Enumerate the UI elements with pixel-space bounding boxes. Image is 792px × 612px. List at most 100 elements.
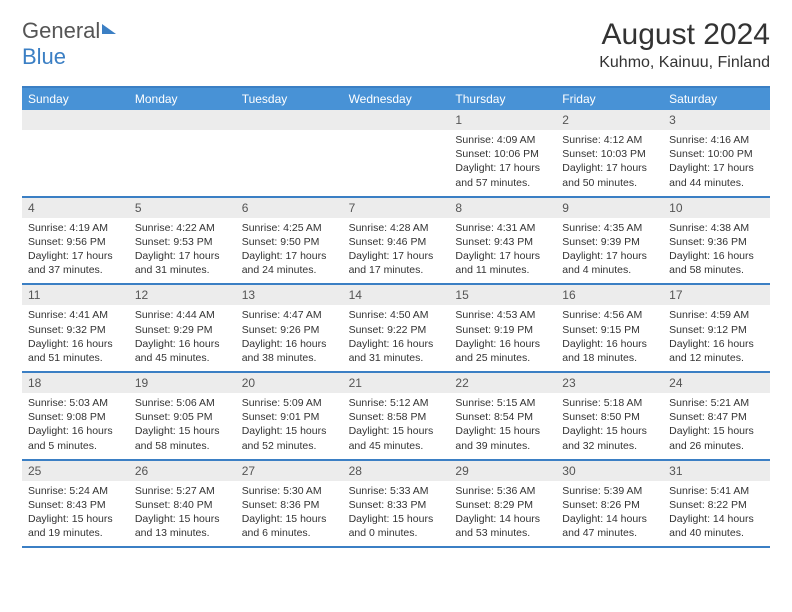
day-details: Sunrise: 5:21 AMSunset: 8:47 PMDaylight:… — [663, 393, 770, 459]
sunrise-line: Sunrise: 4:44 AM — [135, 308, 230, 322]
day-details: Sunrise: 4:59 AMSunset: 9:12 PMDaylight:… — [663, 305, 770, 371]
dow-cell: Sunday — [22, 88, 129, 110]
title-block: August 2024 Kuhmo, Kainuu, Finland — [599, 18, 770, 72]
day-details: Sunrise: 5:24 AMSunset: 8:43 PMDaylight:… — [22, 481, 129, 547]
brand-logo: General Blue — [22, 18, 116, 70]
day-details: Sunrise: 5:41 AMSunset: 8:22 PMDaylight:… — [663, 481, 770, 547]
day-number: 31 — [663, 461, 770, 481]
sunrise-line: Sunrise: 4:59 AM — [669, 308, 764, 322]
sunset-line: Sunset: 10:00 PM — [669, 147, 764, 161]
calendar-week: 18Sunrise: 5:03 AMSunset: 9:08 PMDayligh… — [22, 373, 770, 461]
sunset-line: Sunset: 9:12 PM — [669, 323, 764, 337]
day-number: 23 — [556, 373, 663, 393]
calendar-day: 28Sunrise: 5:33 AMSunset: 8:33 PMDayligh… — [343, 461, 450, 547]
brand-name: General Blue — [22, 18, 116, 70]
day-number: 11 — [22, 285, 129, 305]
sunrise-line: Sunrise: 5:30 AM — [242, 484, 337, 498]
sunrise-line: Sunrise: 4:28 AM — [349, 221, 444, 235]
sunset-line: Sunset: 8:54 PM — [455, 410, 550, 424]
daylight-line: Daylight: 17 hours and 4 minutes. — [562, 249, 657, 277]
day-details: Sunrise: 4:35 AMSunset: 9:39 PMDaylight:… — [556, 218, 663, 284]
sunrise-line: Sunrise: 4:25 AM — [242, 221, 337, 235]
day-details: Sunrise: 5:03 AMSunset: 9:08 PMDaylight:… — [22, 393, 129, 459]
sunrise-line: Sunrise: 5:15 AM — [455, 396, 550, 410]
day-number: 10 — [663, 198, 770, 218]
day-details: Sunrise: 5:12 AMSunset: 8:58 PMDaylight:… — [343, 393, 450, 459]
sunset-line: Sunset: 9:36 PM — [669, 235, 764, 249]
daylight-line: Daylight: 16 hours and 45 minutes. — [135, 337, 230, 365]
daylight-line: Daylight: 17 hours and 50 minutes. — [562, 161, 657, 189]
day-number: 18 — [22, 373, 129, 393]
sunrise-line: Sunrise: 4:31 AM — [455, 221, 550, 235]
sunset-line: Sunset: 8:29 PM — [455, 498, 550, 512]
daylight-line: Daylight: 14 hours and 40 minutes. — [669, 512, 764, 540]
daylight-line: Daylight: 15 hours and 52 minutes. — [242, 424, 337, 452]
day-number: 20 — [236, 373, 343, 393]
day-details: Sunrise: 4:09 AMSunset: 10:06 PMDaylight… — [449, 130, 556, 196]
calendar-day — [22, 110, 129, 196]
daylight-line: Daylight: 15 hours and 13 minutes. — [135, 512, 230, 540]
day-number: 2 — [556, 110, 663, 130]
calendar-day: 7Sunrise: 4:28 AMSunset: 9:46 PMDaylight… — [343, 198, 450, 284]
sunset-line: Sunset: 8:33 PM — [349, 498, 444, 512]
day-number — [129, 110, 236, 130]
sunrise-line: Sunrise: 5:33 AM — [349, 484, 444, 498]
sunrise-line: Sunrise: 5:06 AM — [135, 396, 230, 410]
sunrise-line: Sunrise: 4:35 AM — [562, 221, 657, 235]
calendar-day — [129, 110, 236, 196]
calendar: SundayMondayTuesdayWednesdayThursdayFrid… — [22, 86, 770, 548]
sunset-line: Sunset: 9:46 PM — [349, 235, 444, 249]
day-details: Sunrise: 4:50 AMSunset: 9:22 PMDaylight:… — [343, 305, 450, 371]
calendar-day: 19Sunrise: 5:06 AMSunset: 9:05 PMDayligh… — [129, 373, 236, 459]
sunset-line: Sunset: 9:53 PM — [135, 235, 230, 249]
calendar-day: 16Sunrise: 4:56 AMSunset: 9:15 PMDayligh… — [556, 285, 663, 371]
day-number: 6 — [236, 198, 343, 218]
day-number — [343, 110, 450, 130]
daylight-line: Daylight: 17 hours and 31 minutes. — [135, 249, 230, 277]
calendar-weeks: 1Sunrise: 4:09 AMSunset: 10:06 PMDayligh… — [22, 110, 770, 548]
day-details: Sunrise: 4:41 AMSunset: 9:32 PMDaylight:… — [22, 305, 129, 371]
sunset-line: Sunset: 10:03 PM — [562, 147, 657, 161]
calendar-day: 10Sunrise: 4:38 AMSunset: 9:36 PMDayligh… — [663, 198, 770, 284]
day-details: Sunrise: 4:28 AMSunset: 9:46 PMDaylight:… — [343, 218, 450, 284]
dow-cell: Tuesday — [236, 88, 343, 110]
sunrise-line: Sunrise: 5:18 AM — [562, 396, 657, 410]
sunset-line: Sunset: 9:26 PM — [242, 323, 337, 337]
day-number: 16 — [556, 285, 663, 305]
daylight-line: Daylight: 17 hours and 44 minutes. — [669, 161, 764, 189]
sunrise-line: Sunrise: 5:21 AM — [669, 396, 764, 410]
sunrise-line: Sunrise: 5:39 AM — [562, 484, 657, 498]
day-number: 21 — [343, 373, 450, 393]
calendar-day: 1Sunrise: 4:09 AMSunset: 10:06 PMDayligh… — [449, 110, 556, 196]
day-number: 24 — [663, 373, 770, 393]
sunrise-line: Sunrise: 5:03 AM — [28, 396, 123, 410]
calendar-day: 6Sunrise: 4:25 AMSunset: 9:50 PMDaylight… — [236, 198, 343, 284]
calendar-day: 13Sunrise: 4:47 AMSunset: 9:26 PMDayligh… — [236, 285, 343, 371]
day-details: Sunrise: 4:19 AMSunset: 9:56 PMDaylight:… — [22, 218, 129, 284]
calendar-day: 11Sunrise: 4:41 AMSunset: 9:32 PMDayligh… — [22, 285, 129, 371]
daylight-line: Daylight: 16 hours and 12 minutes. — [669, 337, 764, 365]
page-header: General Blue August 2024 Kuhmo, Kainuu, … — [22, 18, 770, 72]
daylight-line: Daylight: 15 hours and 26 minutes. — [669, 424, 764, 452]
calendar-week: 1Sunrise: 4:09 AMSunset: 10:06 PMDayligh… — [22, 110, 770, 198]
sunset-line: Sunset: 9:19 PM — [455, 323, 550, 337]
daylight-line: Daylight: 15 hours and 6 minutes. — [242, 512, 337, 540]
sunset-line: Sunset: 8:36 PM — [242, 498, 337, 512]
day-number — [236, 110, 343, 130]
sunrise-line: Sunrise: 5:41 AM — [669, 484, 764, 498]
calendar-day: 20Sunrise: 5:09 AMSunset: 9:01 PMDayligh… — [236, 373, 343, 459]
sunrise-line: Sunrise: 4:50 AM — [349, 308, 444, 322]
day-number: 9 — [556, 198, 663, 218]
calendar-day: 12Sunrise: 4:44 AMSunset: 9:29 PMDayligh… — [129, 285, 236, 371]
sunrise-line: Sunrise: 4:09 AM — [455, 133, 550, 147]
day-details: Sunrise: 4:56 AMSunset: 9:15 PMDaylight:… — [556, 305, 663, 371]
calendar-day — [343, 110, 450, 196]
day-number — [22, 110, 129, 130]
calendar-week: 4Sunrise: 4:19 AMSunset: 9:56 PMDaylight… — [22, 198, 770, 286]
day-number: 5 — [129, 198, 236, 218]
sunrise-line: Sunrise: 4:47 AM — [242, 308, 337, 322]
day-details: Sunrise: 5:15 AMSunset: 8:54 PMDaylight:… — [449, 393, 556, 459]
day-details: Sunrise: 4:22 AMSunset: 9:53 PMDaylight:… — [129, 218, 236, 284]
calendar-day: 29Sunrise: 5:36 AMSunset: 8:29 PMDayligh… — [449, 461, 556, 547]
day-number: 7 — [343, 198, 450, 218]
